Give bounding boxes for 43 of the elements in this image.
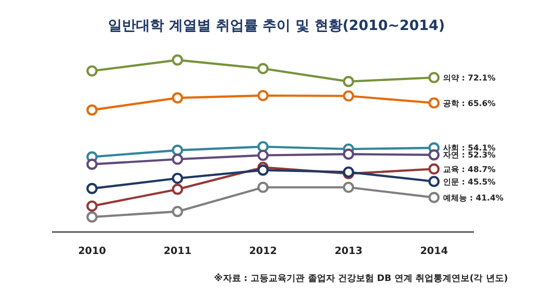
point: [86, 200, 98, 212]
point: [428, 149, 440, 161]
point: [172, 184, 184, 195]
point: [86, 104, 98, 116]
point: [428, 192, 440, 204]
point: [428, 72, 440, 84]
point: [257, 141, 269, 152]
x-tick-label: 2013: [334, 246, 362, 257]
point: [342, 148, 354, 160]
data-label: 자연 : 52.3%: [443, 150, 496, 160]
point: [172, 206, 184, 218]
point: [172, 172, 184, 184]
point: [428, 176, 440, 188]
data-label: 의약 : 72.1%: [443, 73, 496, 82]
point: [428, 163, 440, 175]
data-label: 인문 : 45.5%: [443, 177, 496, 186]
point: [342, 76, 354, 88]
point: [342, 182, 354, 193]
data-label: 공학 : 65.6%: [443, 98, 496, 108]
point: [172, 54, 184, 66]
point: [428, 97, 440, 109]
point: [86, 158, 98, 170]
x-tick-label: 2012: [249, 246, 277, 257]
chart-title: 일반대학 계열별 취업률 추이 및 현황(2010~2014): [108, 18, 445, 34]
data-label: 사회 : 54.1%: [443, 144, 496, 153]
point: [86, 65, 98, 77]
x-tick-label: 2011: [164, 246, 192, 257]
data-label: 교육 : 48.7%: [443, 164, 496, 174]
point: [257, 164, 269, 176]
x-tick-label: 2010: [78, 246, 106, 257]
point: [172, 144, 184, 156]
point: [342, 90, 354, 102]
point: [86, 211, 98, 223]
point: [257, 90, 269, 102]
x-tick-label: 2014: [420, 246, 448, 257]
point: [172, 154, 184, 165]
data-label: 예체능 : 41.4%: [443, 193, 504, 202]
point: [257, 182, 269, 193]
text: ※자료 : 고등교육기관 졸업자 건강보험 DB 연계 취업통계연보(각 년도): [214, 273, 508, 284]
point: [257, 150, 269, 161]
point: [257, 62, 269, 74]
point: [172, 92, 184, 104]
point: [86, 182, 98, 194]
